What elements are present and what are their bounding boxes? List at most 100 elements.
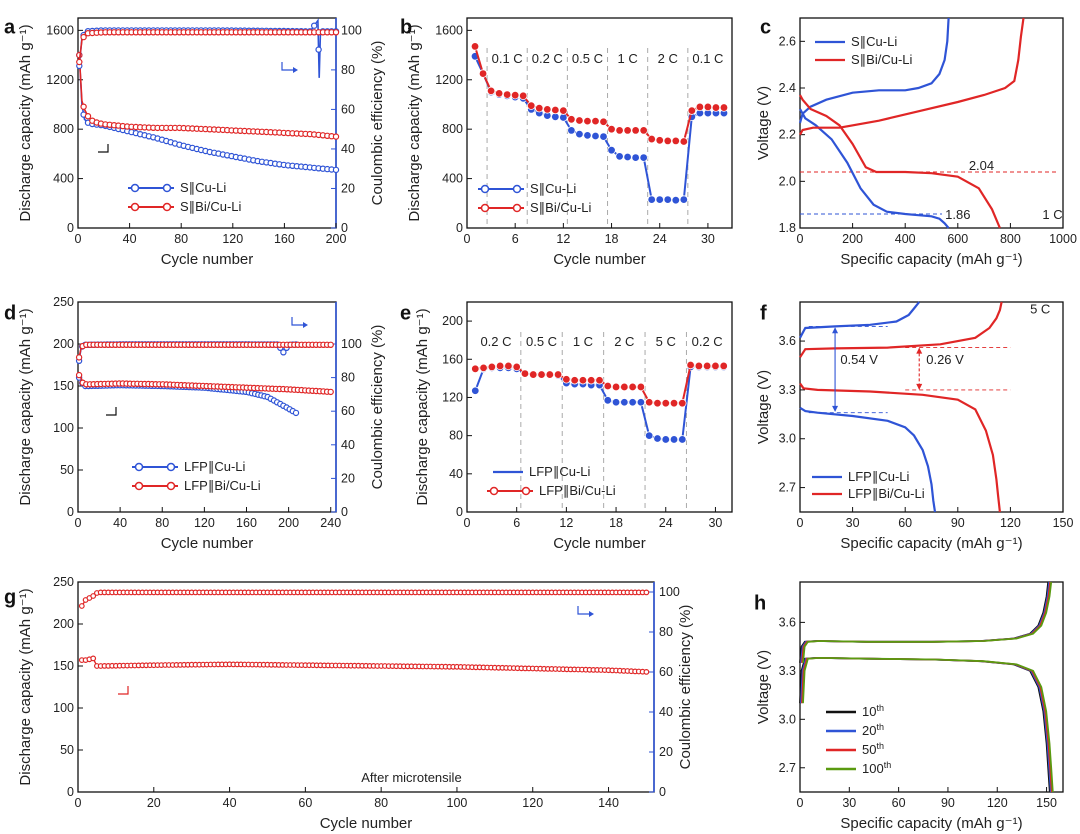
x-tick-label: 0 xyxy=(797,232,804,246)
y2-tick-label: 60 xyxy=(341,102,355,116)
x-tick-label: 140 xyxy=(598,796,619,810)
data-point xyxy=(679,137,689,146)
data-point xyxy=(719,103,729,112)
plot-frame xyxy=(466,17,733,229)
rate-label: 0.5 C xyxy=(572,51,603,66)
y-tick-label: 2.2 xyxy=(779,128,796,142)
y-tick-label: 3.0 xyxy=(779,712,796,726)
y-tick-label: 200 xyxy=(442,314,463,328)
y-tick-label: 50 xyxy=(60,743,74,757)
x-tick-label: 30 xyxy=(701,232,715,246)
data-point xyxy=(628,398,637,407)
legend-marker xyxy=(512,203,522,213)
legend-label: LFP∥Bi/Cu-Li xyxy=(539,483,616,498)
x-tick-label: 80 xyxy=(174,232,188,246)
series-line xyxy=(799,301,921,339)
data-point xyxy=(90,593,97,599)
series-line xyxy=(801,581,1052,663)
series-line xyxy=(800,581,1051,663)
y-tick-label: 2.0 xyxy=(779,174,796,188)
right-axis-arrow xyxy=(291,317,306,326)
data-point xyxy=(543,105,552,114)
data-point xyxy=(562,375,571,384)
y-tick-label: 250 xyxy=(53,295,74,309)
data-point xyxy=(80,103,87,110)
data-point xyxy=(639,153,648,162)
x-tick-label: 120 xyxy=(987,796,1008,810)
series-line xyxy=(802,656,1054,793)
y-tick-label: 150 xyxy=(53,659,74,673)
y-tick-label: 40 xyxy=(449,467,463,481)
y-tick-label: 50 xyxy=(60,463,74,477)
series-line xyxy=(799,94,1001,229)
y-tick-label: 1.8 xyxy=(779,221,796,235)
x-tick-label: 150 xyxy=(1036,796,1057,810)
y-tick-label: 2.7 xyxy=(779,761,796,775)
x-axis-label: Cycle number xyxy=(161,535,254,552)
legend-number: 10 xyxy=(862,704,876,719)
y2-tick-label: 20 xyxy=(659,745,673,759)
gap-arrowhead xyxy=(916,347,923,354)
y-tick-label: 3.6 xyxy=(779,334,796,348)
voltage-label-2-04: 2.04 xyxy=(969,158,994,173)
y-axis-label: Discharge capacity (mAh g⁻¹) xyxy=(17,308,34,505)
y-tick-label: 250 xyxy=(53,575,74,589)
x-tick-label: 200 xyxy=(278,516,299,530)
data-point xyxy=(595,376,604,385)
panel-label: e xyxy=(400,303,411,325)
voltage-label-1-86: 1.86 xyxy=(945,207,970,222)
legend-superscript: th xyxy=(876,703,884,713)
y-tick-label: 1200 xyxy=(435,73,463,87)
right-axis-arrowhead xyxy=(303,322,308,328)
legend-label: LFP∥Cu-Li xyxy=(848,469,910,484)
x-tick-label: 800 xyxy=(1000,232,1021,246)
y-axis-label: Voltage (V) xyxy=(755,86,772,160)
y-tick-label: 3.3 xyxy=(779,664,796,678)
legend-superscript: th xyxy=(876,741,884,751)
data-point xyxy=(591,116,600,126)
y2-tick-label: 100 xyxy=(341,337,362,351)
legend-marker xyxy=(512,184,522,194)
data-point xyxy=(678,398,687,408)
y-tick-label: 400 xyxy=(442,172,463,186)
data-point xyxy=(527,101,536,110)
data-point xyxy=(510,91,520,100)
x-tick-label: 160 xyxy=(236,516,257,530)
gap-label-0-26: 0.26 V xyxy=(926,352,964,367)
panel-f: 0 30 60 90 120 150 2.7 3.0 3.3 3.6 Specific capaci… xyxy=(755,301,1073,552)
series-line xyxy=(799,581,1050,663)
data-point xyxy=(486,86,496,96)
data-point xyxy=(669,435,679,444)
data-point xyxy=(495,361,505,371)
panel-a: 0 40 80 120 160 20004008001200160002040608010… xyxy=(4,17,386,268)
y-tick-label: 0 xyxy=(67,505,74,519)
series-line xyxy=(799,406,937,513)
data-point xyxy=(575,116,584,125)
data-point xyxy=(553,370,563,379)
legend-marker xyxy=(521,486,531,496)
data-point xyxy=(607,145,616,155)
rate-label: 1 C xyxy=(573,334,593,349)
x-tick-label: 30 xyxy=(846,516,860,530)
y2-tick-label: 40 xyxy=(659,705,673,719)
y-tick-label: 3.3 xyxy=(779,383,796,397)
panel-label: a xyxy=(4,17,16,39)
data-point xyxy=(327,341,334,348)
data-point xyxy=(631,153,640,162)
data-point xyxy=(639,126,648,135)
panel-label: b xyxy=(400,17,412,39)
data-point xyxy=(551,105,560,115)
y2-tick-label: 60 xyxy=(659,665,673,679)
y2-tick-label: 80 xyxy=(341,63,355,77)
y-tick-label: 800 xyxy=(53,122,74,136)
x-axis-label: Cycle number xyxy=(553,535,646,552)
data-point xyxy=(583,131,592,140)
legend-marker xyxy=(162,202,172,212)
legend-number: 100 xyxy=(862,761,884,776)
right-axis-arrow xyxy=(577,606,592,615)
data-point xyxy=(611,398,621,407)
y-axis-label: Discharge capacity (mAh g⁻¹) xyxy=(17,588,34,785)
y-axis-label: Discharge capacity (mAh g⁻¹) xyxy=(17,24,34,221)
x-axis-label: Cycle number xyxy=(553,251,646,268)
